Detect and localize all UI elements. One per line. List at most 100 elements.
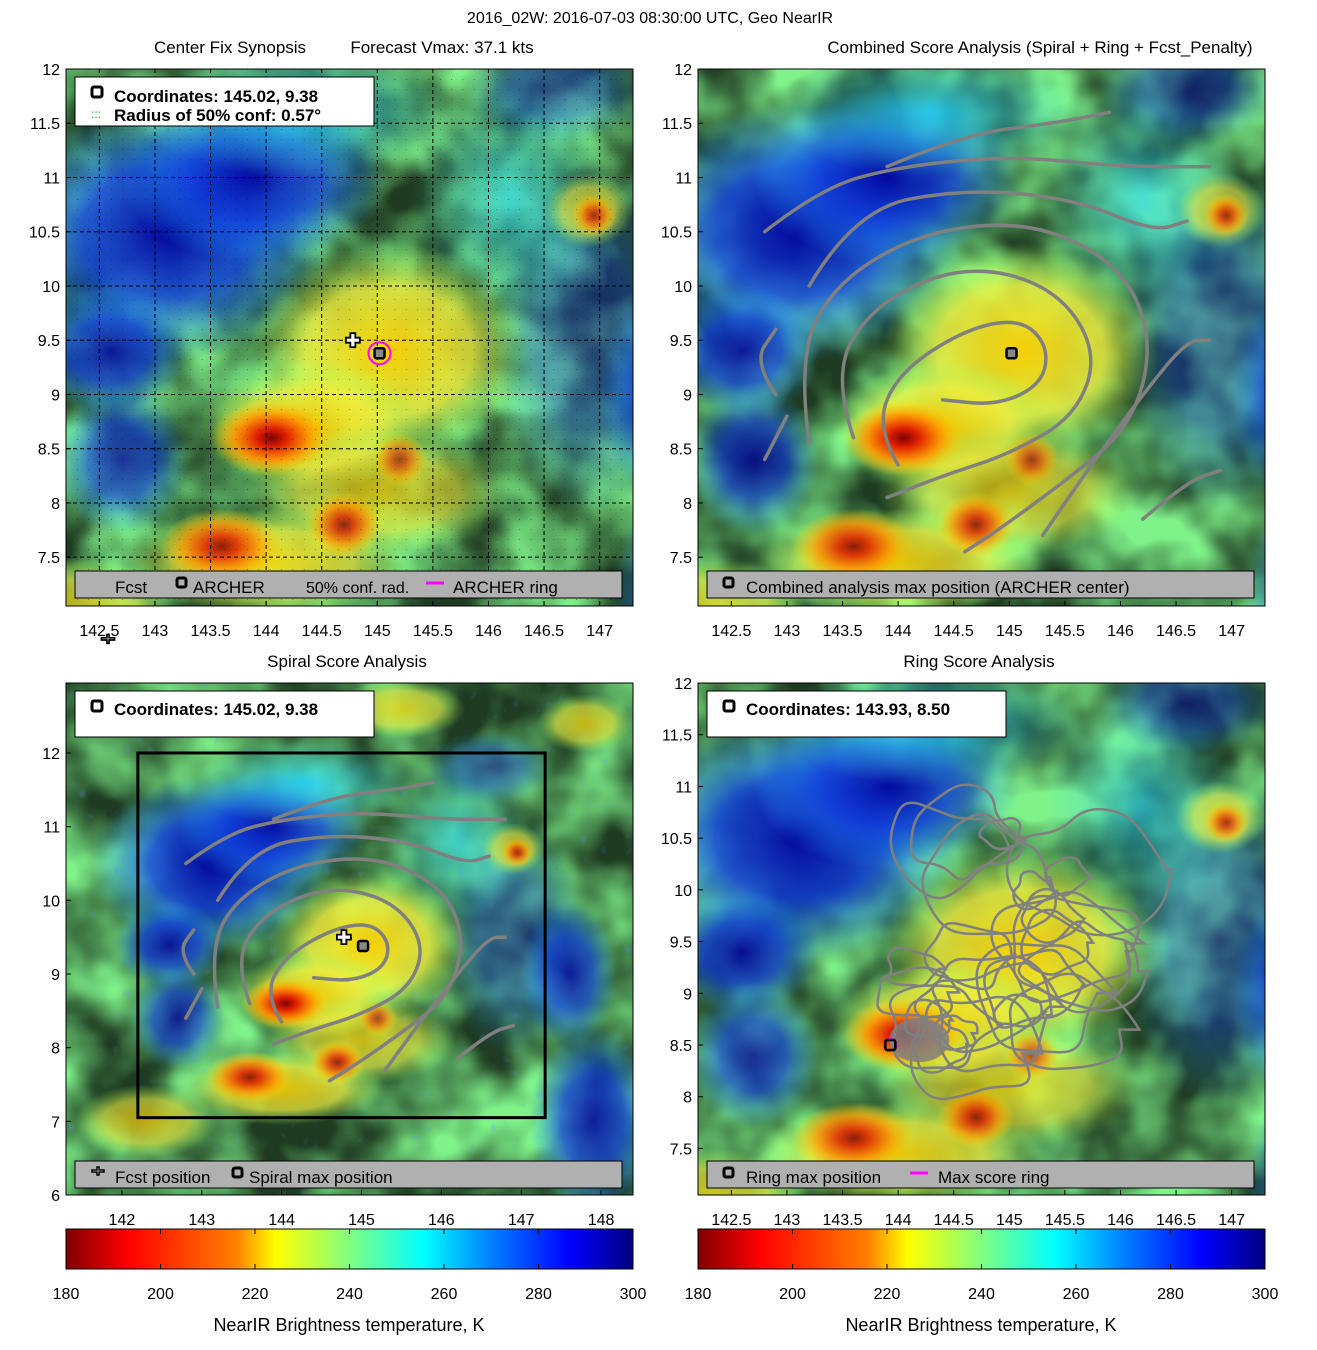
br-ytick-0: 7.5 <box>670 1141 692 1158</box>
br-title: Ring Score Analysis <box>903 652 1054 671</box>
bl-xtick-3: 145 <box>348 1212 375 1229</box>
br-ring-contour-12 <box>1044 856 1096 897</box>
cbar-left-tick-2: 220 <box>242 1286 269 1303</box>
bl-cloud-region-13 <box>241 977 330 1030</box>
br-ring-contour-21 <box>1012 894 1141 1014</box>
tr-legend-marker <box>722 576 735 589</box>
tr-xtick-4: 144.5 <box>934 623 974 640</box>
bl-score-contour-0 <box>269 923 390 1024</box>
tr-axes-frame <box>697 68 1266 607</box>
colorbar-right: NearIR Brightness temperature, K 180 200 2… <box>685 1228 1279 1335</box>
tr-score-contour-3 <box>762 414 789 462</box>
br-ring-contour-16 <box>978 817 1022 851</box>
br-ytick-8: 11.5 <box>662 728 692 745</box>
br-marker-max-0 <box>884 1038 897 1052</box>
br-ring-contour-19 <box>909 783 1029 881</box>
tl-ytick-5: 10 <box>42 279 60 296</box>
tl-ytick-4: 9.5 <box>38 333 60 350</box>
figure-suptitle: 2016_02W: 2016-07-03 08:30:00 UTC, Geo N… <box>467 10 833 27</box>
br-ring-contour-22 <box>889 801 1015 900</box>
bl-cloud-region-22 <box>521 900 618 1048</box>
tr-score-contour-4 <box>807 190 1189 288</box>
panel-center-fix-synopsis: 142.5 143 143.5 144 144.5 145 145.5 146 146.5 147… <box>29 62 634 640</box>
tl-legend-fcst: Fcst <box>115 578 147 597</box>
br-xtick-2: 143.5 <box>823 1212 863 1229</box>
tl-legend: Fcst ARCHER 50% conf. rad. ARCHER ring <box>74 570 623 645</box>
br-cloud-region-14 <box>792 1101 915 1175</box>
br-ring-contour-25 <box>990 891 1148 1004</box>
bl-xtick-4: 146 <box>428 1212 455 1229</box>
br-legend: Ring max position Max score ring <box>706 1160 1255 1189</box>
cbar-left-tick-6: 300 <box>620 1286 647 1303</box>
tl-legend-archer-marker <box>175 576 188 589</box>
cbar-left-tick-0: 180 <box>53 1286 80 1303</box>
br-ring-contour-15 <box>886 946 949 988</box>
cbar-right-tick-2: 220 <box>874 1286 901 1303</box>
bl-score-contour-3 <box>184 986 204 1020</box>
br-ytick-9: 12 <box>674 676 692 693</box>
br-ytick-2: 8.5 <box>670 1038 692 1055</box>
br-ring-contour-8 <box>1012 870 1060 911</box>
cbar-right-tick-3: 240 <box>968 1286 995 1303</box>
cbar-left-tick-1: 200 <box>147 1286 174 1303</box>
tl-ytick-1: 8 <box>51 496 60 513</box>
tl-xtick-3: 144 <box>253 623 280 640</box>
bl-info-spiral-marker <box>90 699 104 713</box>
tl-ytick-9: 12 <box>42 62 60 79</box>
br-ytick-3: 9 <box>683 986 692 1003</box>
bl-legend-fcst: Fcst position <box>115 1168 210 1187</box>
br-ytick-7: 11 <box>675 779 692 796</box>
bl-legend-spiral-marker <box>231 1166 244 1179</box>
tl-ytick-7: 11 <box>43 170 60 187</box>
br-ring-contour-0 <box>1005 808 1174 937</box>
tr-score-contour-9 <box>759 327 778 397</box>
bl-axes-frame <box>65 682 634 1196</box>
br-axes-frame <box>697 682 1266 1196</box>
br-xtick-4: 144.5 <box>934 1212 974 1229</box>
br-ring-contour-11 <box>923 921 1018 991</box>
cbar-right-tick-5: 280 <box>1157 1286 1184 1303</box>
cbar-left-tick-3: 240 <box>336 1286 363 1303</box>
bl-score-contour-7 <box>455 1023 515 1061</box>
tr-score-contour-7 <box>1140 468 1223 521</box>
bl-score-contour-9 <box>181 928 196 976</box>
tr-ytick-3: 9 <box>683 387 692 404</box>
bl-cloud-region-20 <box>73 1084 218 1159</box>
tl-ytick-8: 11.5 <box>30 116 60 133</box>
br-ytick-1: 8 <box>683 1090 692 1107</box>
tl-info-radius: Radius of 50% conf: 0.57° <box>114 106 321 125</box>
br-xtick-5: 145 <box>996 1212 1023 1229</box>
tr-cloud-region-13 <box>842 399 965 476</box>
panel-spiral-score: 142 143 144 145 146 147 148 6 7 8 9 10 11 12 <box>42 682 634 1229</box>
bl-cloud-region-6 <box>193 738 418 827</box>
tr-image <box>698 69 1265 606</box>
bl-cloud-region-17 <box>501 837 534 868</box>
tl-ytick-2: 8.5 <box>38 442 60 459</box>
br-xtick-8: 146.5 <box>1156 1212 1196 1229</box>
tr-cloud-region-17 <box>1203 193 1249 238</box>
tr-score-contour-8 <box>1040 338 1212 538</box>
tr-ytick-2: 8.5 <box>670 442 692 459</box>
tl-ytick-0: 7.5 <box>38 550 60 567</box>
bl-xtick-1: 143 <box>188 1212 215 1229</box>
bl-marker-fcst <box>336 929 352 946</box>
br-cloud-region-17 <box>1203 801 1249 844</box>
bl-ytick-2: 8 <box>51 1041 60 1058</box>
br-info-ring-marker <box>722 699 736 713</box>
tl-xtick-9: 147 <box>586 623 613 640</box>
tl-ytick-3: 9 <box>51 387 60 404</box>
bl-score-contour-4 <box>215 834 492 903</box>
cbar-right-tick-0: 180 <box>685 1286 712 1303</box>
tr-legend-text: Combined analysis max position (ARCHER c… <box>746 578 1130 597</box>
br-ring-contour-24 <box>975 942 1121 1054</box>
colorbar-left-ramp <box>65 1228 634 1270</box>
bl-xtick-5: 147 <box>508 1212 535 1229</box>
bl-xtick-6: 148 <box>588 1212 615 1229</box>
cbar-right-tick-6: 300 <box>1252 1286 1279 1303</box>
tr-xtick-6: 145.5 <box>1045 623 1085 640</box>
bl-xtick-2: 144 <box>268 1212 295 1229</box>
br-ring-contour-7 <box>1008 972 1142 1071</box>
colorbar-right-ramp <box>697 1228 1266 1270</box>
bl-score-contour-5 <box>184 812 507 866</box>
